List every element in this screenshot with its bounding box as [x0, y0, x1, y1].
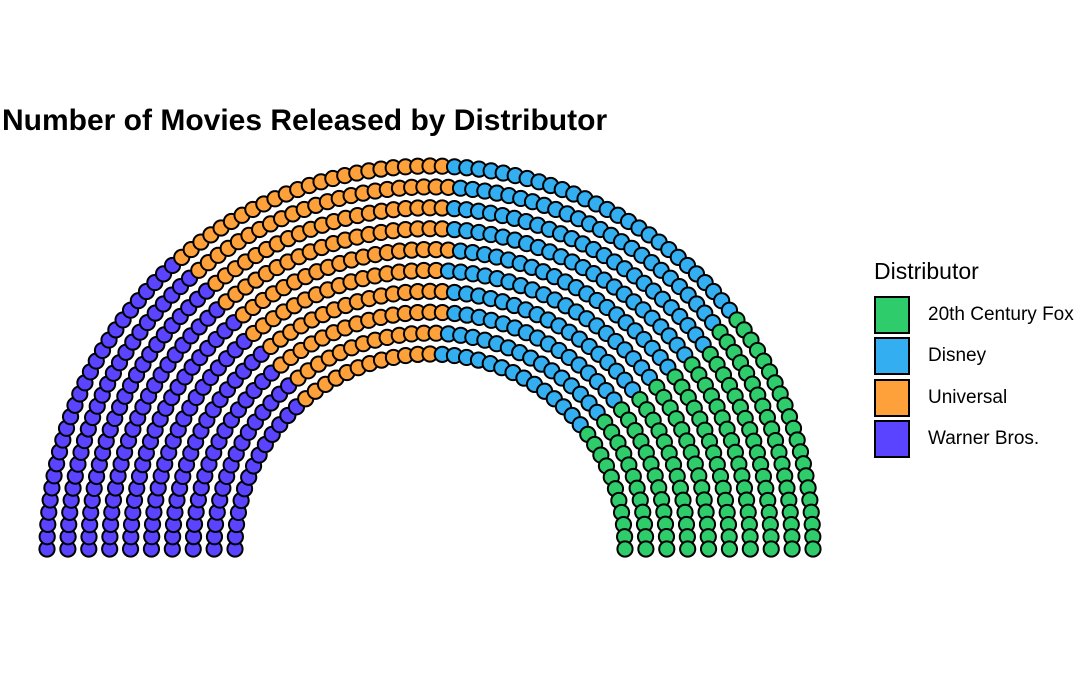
seat-20th-century-fox — [783, 540, 801, 558]
legend-title: Distributor — [874, 258, 979, 284]
seat-20th-century-fox — [616, 540, 634, 558]
seat-20th-century-fox — [658, 540, 676, 558]
legend-swatch — [874, 378, 910, 417]
legend-item-warner-bros: Warner Bros. — [874, 419, 1090, 461]
legend-swatch — [874, 420, 910, 459]
legend-label: 20th Century Fox — [928, 303, 1074, 325]
legend-label: Universal — [928, 386, 1008, 408]
legend: Distributor 20th Century Fox Disney Univ… — [874, 256, 1090, 460]
seat-20th-century-fox — [804, 540, 822, 558]
seat-20th-century-fox — [741, 540, 759, 558]
legend-swatch — [874, 295, 910, 334]
legend-item-20th-century-fox: 20th Century Fox — [874, 294, 1090, 336]
legend-item-universal: Universal — [874, 377, 1090, 419]
seat-20th-century-fox — [679, 540, 697, 558]
legend-label: Warner Bros. — [928, 428, 1040, 450]
seat-20th-century-fox — [720, 540, 739, 558]
seat-20th-century-fox — [762, 540, 780, 558]
chart-title: Number of Movies Released by Distributor — [2, 104, 608, 137]
seat-20th-century-fox — [637, 540, 655, 558]
legend-item-disney: Disney — [874, 336, 1090, 378]
legend-swatch — [874, 337, 910, 376]
seat-20th-century-fox — [699, 540, 718, 558]
legend-label: Disney — [928, 345, 987, 367]
